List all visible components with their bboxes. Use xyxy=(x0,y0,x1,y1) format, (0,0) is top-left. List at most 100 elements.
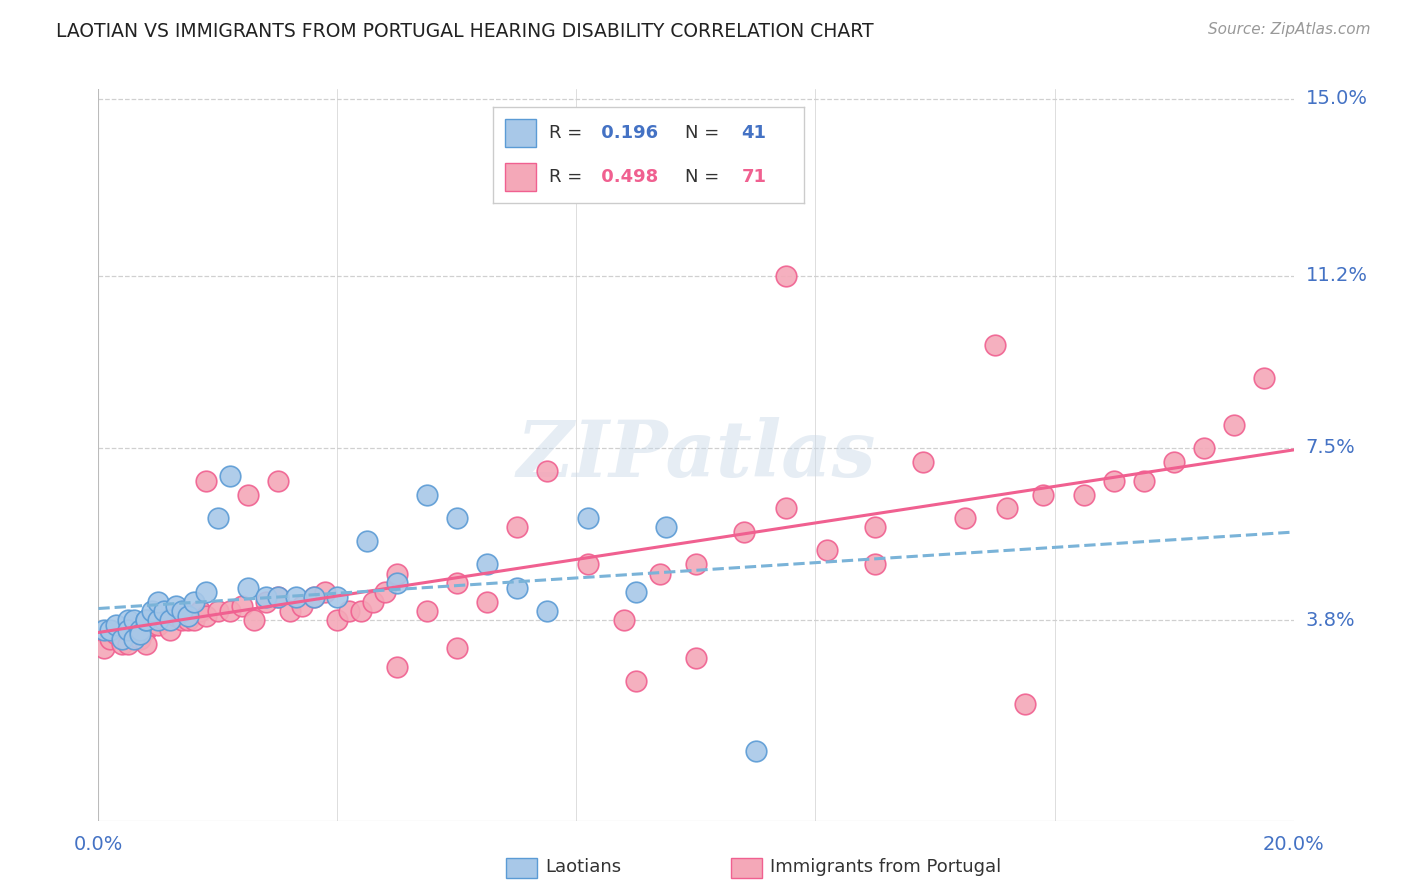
Point xyxy=(613,613,636,627)
Text: 71: 71 xyxy=(741,168,766,186)
Point xyxy=(207,604,229,618)
Point xyxy=(172,604,194,618)
Point xyxy=(865,558,887,572)
Text: ZIPatlas: ZIPatlas xyxy=(516,417,876,493)
Point xyxy=(165,608,187,623)
Point xyxy=(290,599,312,614)
Point xyxy=(648,566,672,581)
Text: R =: R = xyxy=(548,124,588,142)
Point xyxy=(148,613,170,627)
FancyBboxPatch shape xyxy=(505,162,536,191)
Point xyxy=(254,590,277,604)
Point xyxy=(815,543,838,558)
Point xyxy=(129,618,152,632)
Point xyxy=(775,268,797,283)
Point xyxy=(194,474,218,488)
Point xyxy=(159,623,181,637)
Point xyxy=(183,613,205,627)
Point xyxy=(219,604,242,618)
Point xyxy=(117,623,139,637)
Point xyxy=(93,623,115,637)
Point xyxy=(236,487,259,501)
Point xyxy=(1032,487,1054,501)
Text: Immigrants from Portugal: Immigrants from Portugal xyxy=(770,858,1001,876)
Point xyxy=(733,524,755,539)
Point xyxy=(284,590,307,604)
Point xyxy=(177,608,200,623)
Point xyxy=(278,604,301,618)
Point xyxy=(1223,417,1246,432)
Point xyxy=(865,520,887,534)
Text: Laotians: Laotians xyxy=(546,858,621,876)
Text: 0.0%: 0.0% xyxy=(73,835,124,854)
Text: 41: 41 xyxy=(741,124,766,142)
Point xyxy=(326,590,349,604)
Point xyxy=(685,558,707,572)
Point xyxy=(911,455,934,469)
Point xyxy=(172,613,194,627)
Point xyxy=(117,637,139,651)
Point xyxy=(135,613,157,627)
Text: LAOTIAN VS IMMIGRANTS FROM PORTUGAL HEARING DISABILITY CORRELATION CHART: LAOTIAN VS IMMIGRANTS FROM PORTUGAL HEAR… xyxy=(56,22,875,41)
Point xyxy=(183,595,205,609)
Point xyxy=(446,576,468,591)
Point xyxy=(141,604,163,618)
Point xyxy=(159,613,181,627)
Point xyxy=(1133,474,1156,488)
Text: R =: R = xyxy=(548,168,588,186)
Point xyxy=(624,585,647,599)
Point xyxy=(267,474,290,488)
Point xyxy=(93,641,115,656)
Point xyxy=(339,604,360,618)
Point xyxy=(188,604,211,618)
Point xyxy=(135,637,157,651)
Point xyxy=(111,637,134,651)
Point xyxy=(165,599,187,614)
Point xyxy=(385,660,409,674)
Point xyxy=(129,623,152,637)
Point xyxy=(302,590,325,604)
Point xyxy=(745,744,768,758)
Point xyxy=(302,590,325,604)
Text: 0.196: 0.196 xyxy=(595,124,658,142)
Point xyxy=(655,520,678,534)
Point xyxy=(148,595,170,609)
Text: 20.0%: 20.0% xyxy=(1263,835,1324,854)
Point xyxy=(995,501,1018,516)
Point xyxy=(775,501,797,516)
Point xyxy=(1192,441,1215,455)
Point xyxy=(194,608,218,623)
Point xyxy=(624,673,647,688)
Point xyxy=(983,338,1005,352)
Point xyxy=(1073,487,1095,501)
Text: 3.8%: 3.8% xyxy=(1306,611,1355,630)
Point xyxy=(105,627,128,641)
Text: 11.2%: 11.2% xyxy=(1306,266,1368,285)
Point xyxy=(475,558,498,572)
Point xyxy=(243,613,266,627)
Point xyxy=(578,511,600,525)
Point xyxy=(124,623,146,637)
Point xyxy=(475,595,498,609)
Point xyxy=(363,595,385,609)
Point xyxy=(177,613,200,627)
Point xyxy=(129,632,152,646)
Point xyxy=(385,576,409,591)
Point xyxy=(506,581,529,595)
Point xyxy=(315,585,337,599)
Point xyxy=(416,604,439,618)
Point xyxy=(1014,697,1036,711)
Text: N =: N = xyxy=(686,168,725,186)
Point xyxy=(231,599,253,614)
Point xyxy=(207,511,229,525)
Point xyxy=(506,520,529,534)
Point xyxy=(416,487,439,501)
Point xyxy=(117,613,139,627)
Point xyxy=(236,581,259,595)
Point xyxy=(1163,455,1185,469)
Point xyxy=(350,604,373,618)
Point xyxy=(135,613,157,627)
Point xyxy=(153,613,176,627)
Text: 7.5%: 7.5% xyxy=(1306,439,1355,458)
Point xyxy=(219,469,242,483)
